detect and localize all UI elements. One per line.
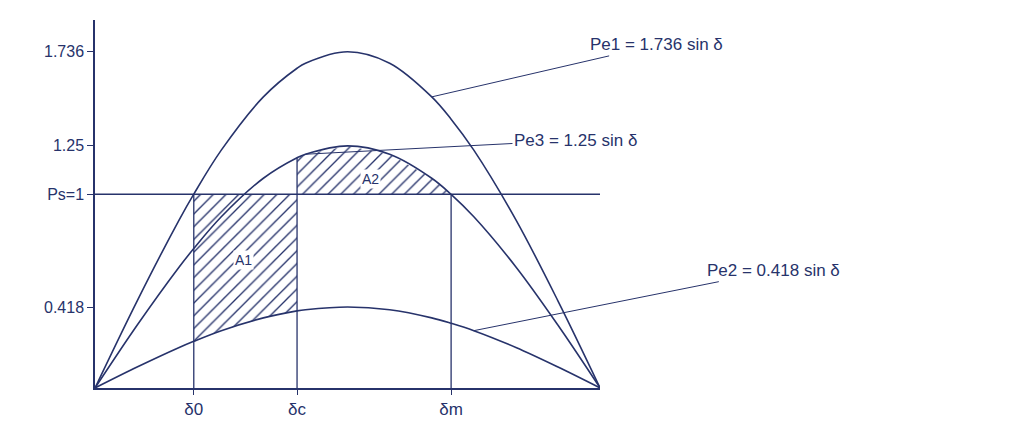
svg-text:δm: δm <box>439 400 463 419</box>
svg-text:A1: A1 <box>235 252 252 268</box>
svg-text:1.736: 1.736 <box>44 43 84 60</box>
svg-text:Pe3 = 1.25 sin δ: Pe3 = 1.25 sin δ <box>514 131 637 150</box>
svg-text:0.418: 0.418 <box>44 299 84 316</box>
svg-text:δc: δc <box>288 400 306 419</box>
svg-text:1.25: 1.25 <box>53 137 84 154</box>
svg-text:Ps=1: Ps=1 <box>47 186 84 203</box>
svg-text:A2: A2 <box>362 171 379 187</box>
svg-text:Pe1 = 1.736 sin δ: Pe1 = 1.736 sin δ <box>590 35 723 54</box>
svg-text:Pe2 = 0.418 sin δ: Pe2 = 0.418 sin δ <box>707 261 840 280</box>
svg-text:δ0: δ0 <box>184 400 203 419</box>
